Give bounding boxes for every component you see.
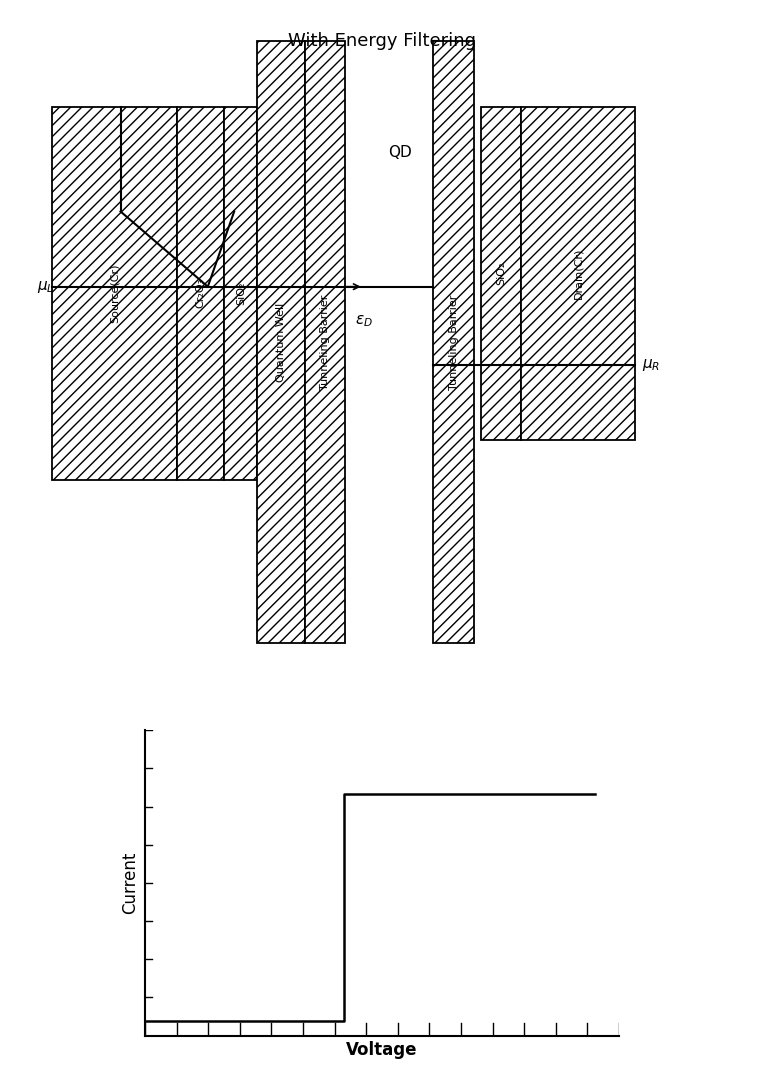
Text: $\mu_L$: $\mu_L$ [37,279,54,294]
Text: $\mu_R$: $\mu_R$ [643,358,661,373]
Text: SiO₂: SiO₂ [496,262,507,286]
Text: Source(Cr): Source(Cr) [109,264,119,323]
Bar [521,107,635,440]
Bar [52,107,176,480]
Bar [481,107,521,440]
Text: QD: QD [388,145,413,160]
X-axis label: Voltage: Voltage [346,1041,418,1059]
Text: Quantum Well: Quantum Well [276,303,286,382]
Y-axis label: Current: Current [121,851,140,915]
Text: Cr₂O₃: Cr₂O₃ [196,278,206,308]
Bar [305,41,345,643]
Text: Tunneling Barrier: Tunneling Barrier [448,294,458,390]
Text: With Energy Filtering: With Energy Filtering [288,32,476,50]
Text: SiO₂: SiO₂ [236,281,246,305]
Bar [433,41,474,643]
Bar [176,107,225,480]
Text: Drain(Cr): Drain(Cr) [573,247,583,300]
Bar [257,41,305,643]
Text: $\varepsilon_D$: $\varepsilon_D$ [354,313,373,328]
Bar [225,107,257,480]
Text: Tunneling Barrier: Tunneling Barrier [320,294,330,390]
